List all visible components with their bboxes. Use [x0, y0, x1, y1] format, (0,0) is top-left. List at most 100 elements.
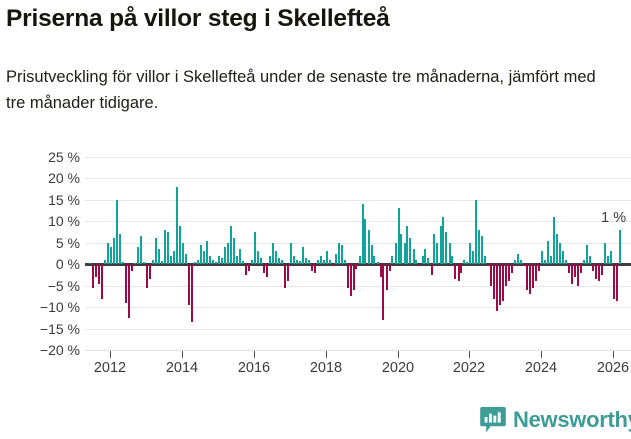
- x-axis-tick: [398, 351, 399, 358]
- chart-bar: [580, 264, 582, 273]
- chart-bar: [415, 259, 417, 265]
- y-axis-tick-label: −20 %: [39, 342, 80, 358]
- chart-bar: [472, 251, 474, 265]
- gridline: [85, 285, 631, 287]
- chart-bar: [137, 247, 139, 265]
- chart-bar: [505, 264, 507, 286]
- chart-bar: [140, 236, 142, 265]
- chart-bar: [532, 264, 534, 288]
- chart-bar: [359, 255, 361, 265]
- chart-bar: [511, 264, 513, 273]
- chart-bar: [442, 217, 444, 265]
- chart-bar: [598, 264, 600, 282]
- y-axis-tick-label: 20 %: [48, 170, 80, 187]
- gridline: [85, 242, 631, 244]
- chart-bar: [355, 264, 357, 269]
- chart-bar: [89, 262, 91, 265]
- gridline: [85, 307, 631, 309]
- chart-bar: [173, 251, 175, 265]
- chart-bar: [254, 232, 256, 265]
- chart-bar: [206, 240, 208, 265]
- chart-bar: [362, 204, 364, 265]
- chart-bar: [341, 244, 343, 265]
- chart-bar: [212, 259, 214, 265]
- gridline: [85, 221, 631, 223]
- x-axis-tick: [469, 351, 470, 358]
- chart-bar: [104, 259, 106, 265]
- y-axis-tick: 0 %: [0, 257, 80, 271]
- chart-bar: [122, 262, 124, 265]
- chart-bar: [436, 242, 438, 265]
- chart-bar: [449, 242, 451, 265]
- chart-bar: [320, 255, 322, 265]
- chart-bar: [490, 264, 492, 286]
- chart-bar: [413, 249, 415, 265]
- chart-bar: [373, 255, 375, 265]
- chart-bar: [191, 264, 193, 323]
- chart-bar: [323, 259, 325, 265]
- chart-bar: [263, 264, 265, 273]
- chart-bar: [110, 247, 112, 265]
- chart-bar: [194, 262, 196, 265]
- chart-bar: [526, 264, 528, 290]
- bars-layer: [89, 187, 621, 323]
- chart-bar: [400, 234, 402, 265]
- chart-bar: [508, 264, 510, 282]
- gridline: [85, 199, 631, 201]
- chart-bar: [119, 234, 121, 265]
- chart-bar: [239, 249, 241, 265]
- x-axis-tick-label: 2026: [596, 360, 630, 376]
- chart-subtitle: Prisutveckling för villor i Skellefteå u…: [6, 68, 596, 112]
- y-axis-tick: 25 %: [0, 150, 80, 164]
- chart-bar: [499, 264, 501, 305]
- chart-bar: [266, 264, 268, 278]
- chart-bar: [502, 264, 504, 301]
- chart-bar: [404, 242, 406, 265]
- chart-bar: [458, 264, 460, 282]
- chart-bar: [203, 251, 205, 265]
- chart-bar: [418, 264, 420, 267]
- chart-bar: [389, 264, 391, 271]
- chart-bar: [326, 251, 328, 265]
- chart-bar: [556, 234, 558, 265]
- chart-bar: [290, 242, 292, 265]
- chart-bar: [517, 253, 519, 265]
- y-axis-tick-label: 15 %: [48, 191, 80, 208]
- chart-bar: [227, 242, 229, 265]
- chart-bar: [523, 264, 525, 267]
- chart-bar: [278, 257, 280, 265]
- chart-bar: [95, 264, 97, 278]
- chart-bar: [478, 229, 480, 265]
- chart-bar: [550, 255, 552, 265]
- chart-bar: [116, 199, 118, 265]
- chart-bar: [427, 257, 429, 265]
- chart-bar: [335, 253, 337, 265]
- chart-bar: [296, 259, 298, 265]
- x-axis-tick-label: 2022: [452, 360, 486, 376]
- chart-bar: [559, 242, 561, 265]
- chart-bar: [562, 251, 564, 265]
- chart-bar: [221, 257, 223, 265]
- chart-bar: [553, 217, 555, 265]
- chart-bar: [583, 259, 585, 265]
- chart-bar: [454, 264, 456, 280]
- chart-bar: [98, 264, 100, 284]
- chart-bar: [101, 264, 103, 299]
- chart-bar: [218, 255, 220, 265]
- chart-bar: [422, 255, 424, 265]
- x-axis-tick-label: 2012: [93, 360, 127, 376]
- chart-bar: [619, 229, 621, 265]
- newsworthy-logo[interactable]: Newsworthy: [480, 405, 631, 435]
- chart-bar: [248, 264, 250, 271]
- chart-bar: [469, 242, 471, 265]
- chart-bar: [143, 261, 145, 265]
- chart-bar: [131, 264, 133, 271]
- x-axis-tick-label: 2014: [165, 360, 199, 376]
- y-axis-tick: −10 %: [0, 300, 80, 314]
- chart-bar: [107, 242, 109, 265]
- chart-bar: [185, 253, 187, 265]
- chart-bar: [571, 264, 573, 284]
- chart-bar: [245, 264, 247, 275]
- y-axis-tick: 5 %: [0, 236, 80, 250]
- x-axis-tick-label: 2020: [381, 360, 415, 376]
